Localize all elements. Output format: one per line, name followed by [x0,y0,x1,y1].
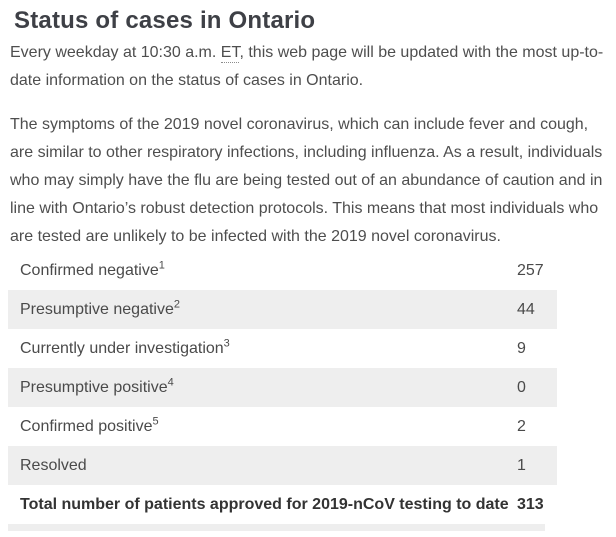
footnote-marker: 1 [158,259,165,272]
row-label: Currently under investigation3 [20,337,230,357]
update-schedule-paragraph: Every weekday at 10:30 a.m. ET, this web… [10,39,610,95]
cases-table: Confirmed negative1 257 Presumptive negati… [8,251,557,524]
intro-text-before-abbr: Every weekday at 10:30 a.m. [10,44,221,61]
row-label: Presumptive negative2 [8,290,517,329]
row-value: 257 [517,261,544,279]
intro-text-after-abbr: , this web page will be updated with the… [10,44,604,89]
table-row: Presumptive positive4 0 [8,368,557,407]
row-label: Resolved [8,446,517,485]
row-label: Confirmed negative1 [20,259,165,279]
footnote-marker: 3 [223,337,230,350]
footnote-marker: 5 [152,415,159,428]
partial-next-row [8,524,545,531]
row-value: 0 [517,368,557,407]
symptoms-paragraph: The symptoms of the 2019 novel coronavir… [10,116,603,245]
row-value: 313 [517,495,544,513]
row-value: 1 [517,446,557,485]
table-row: Resolved 1 [8,446,557,485]
row-label: Total number of patients approved for 20… [20,495,509,513]
row-label: Presumptive positive4 [8,368,517,407]
row-value: 44 [517,290,557,329]
footnote-marker: 2 [173,298,180,311]
et-abbreviation: ET [220,44,240,63]
row-value: 9 [517,339,526,357]
table-row: Currently under investigation3 9 [8,329,557,368]
row-label: Confirmed positive5 [20,415,159,435]
row-value: 2 [517,417,526,435]
table-row: Confirmed negative1 257 [8,251,557,290]
table-row: Presumptive negative2 44 [8,290,557,329]
table-row: Confirmed positive5 2 [8,407,557,446]
footnote-marker: 4 [167,376,174,389]
page-title: Status of cases in Ontario [14,7,316,34]
table-row: Total number of patients approved for 20… [8,485,557,524]
cases-table-body: Confirmed negative1 257 Presumptive negati… [8,251,557,524]
